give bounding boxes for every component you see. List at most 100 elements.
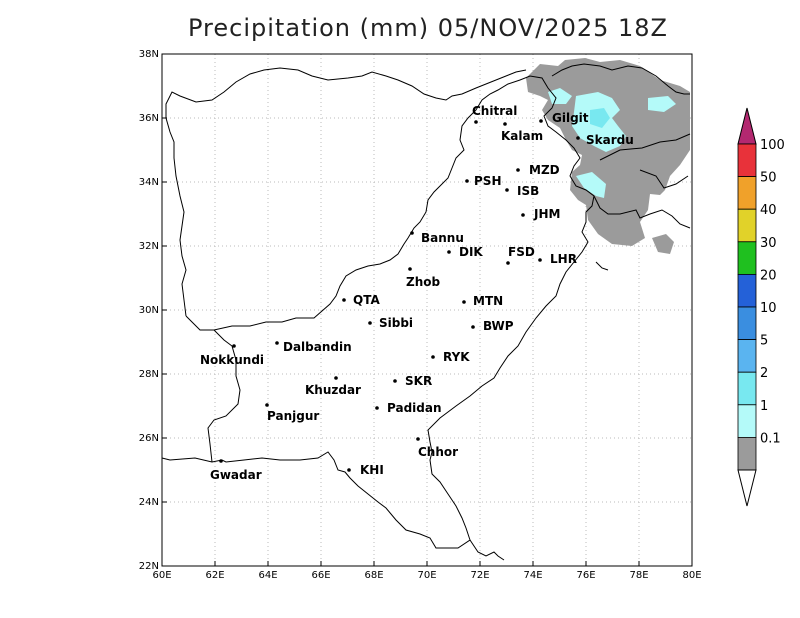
- city-dot: [334, 376, 338, 380]
- city-dot: [410, 231, 414, 235]
- city-dot: [368, 321, 372, 325]
- y-tick-label: 34N: [139, 177, 159, 188]
- y-tick-label: 28N: [139, 369, 159, 380]
- kashmir-line-2: [639, 169, 689, 189]
- city-label: Sibbi: [379, 316, 413, 330]
- city-label: Dalbandin: [283, 340, 352, 354]
- city-dot: [265, 403, 269, 407]
- city-label: LHR: [550, 252, 577, 266]
- city-label: QTA: [353, 293, 380, 307]
- y-tick-label: 36N: [139, 113, 159, 124]
- y-tick-label: 24N: [139, 497, 159, 508]
- y-tick-label: 26N: [139, 433, 159, 444]
- city-label: FSD: [508, 245, 535, 259]
- city-label: SKR: [405, 374, 432, 388]
- afghanistan-border: [165, 67, 527, 317]
- x-tick-label: 74E: [523, 570, 542, 581]
- colorbar-label: 50: [760, 171, 777, 186]
- city-label: Panjgur: [267, 409, 319, 423]
- colorbar-label: 5: [760, 334, 768, 349]
- city-dot: [342, 298, 346, 302]
- city-dot: [219, 459, 223, 463]
- city-dot: [506, 261, 510, 265]
- x-tick-label: 66E: [311, 570, 330, 581]
- china-border: [551, 63, 690, 95]
- city-label: Chitral: [472, 104, 517, 118]
- india-border: [593, 195, 691, 229]
- colorbar-box: [737, 371, 757, 406]
- city-dot: [503, 122, 507, 126]
- x-tick-label: 76E: [576, 570, 595, 581]
- city-dot: [393, 379, 397, 383]
- y-tick-label: 38N: [139, 49, 159, 60]
- colorbar-box: [737, 306, 757, 340]
- x-tick-label: 78E: [629, 570, 648, 581]
- city-dot: [474, 120, 478, 124]
- x-tick-label: 60E: [152, 570, 171, 581]
- lat-lon-grid: [162, 54, 692, 566]
- city-markers: Chitral Gilgit Kalam Skardu MZD PSH ISB JHM Bann…: [200, 104, 634, 482]
- city-dot: [465, 179, 469, 183]
- city-label: ISB: [517, 184, 539, 198]
- city-label: RYK: [443, 350, 470, 364]
- city-dot: [505, 188, 509, 192]
- colorbar: 100 50 40 30 20 10 5 2 1 0.1: [737, 107, 785, 507]
- map-title: Precipitation (mm) 05/NOV/2025 18Z: [188, 14, 668, 42]
- city-dot: [275, 341, 279, 345]
- colorbar-label: 40: [760, 203, 777, 218]
- colorbar-label: 1: [760, 399, 768, 414]
- city-dot: [538, 258, 542, 262]
- precip-shading: [526, 58, 690, 254]
- x-tick-label: 68E: [364, 570, 383, 581]
- boundaries: [161, 63, 691, 561]
- x-tick-label: 80E: [682, 570, 701, 581]
- city-label: Padidan: [387, 401, 442, 415]
- colorbar-box: [737, 176, 757, 210]
- colorbar-label: 100: [760, 138, 785, 153]
- pakistan-border: [161, 75, 595, 549]
- city-label: Bannu: [421, 231, 464, 245]
- colorbar-box: [737, 339, 757, 373]
- precip-area-cyan: [548, 88, 572, 104]
- colorbar-min-triangle: [737, 469, 757, 507]
- colorbar-label: 30: [760, 236, 777, 251]
- city-label: MTN: [473, 294, 503, 308]
- city-label: MZD: [529, 163, 560, 177]
- y-tick-label: 32N: [139, 241, 159, 252]
- city-dot: [462, 300, 466, 304]
- colorbar-box: [737, 436, 757, 471]
- colorbar-box: [737, 273, 757, 308]
- x-tick-label: 62E: [205, 570, 224, 581]
- city-dot: [431, 355, 435, 359]
- x-tick-label: 70E: [417, 570, 436, 581]
- city-dot: [516, 168, 520, 172]
- city-label: Kalam: [501, 129, 543, 143]
- city-label: Chhor: [418, 445, 458, 459]
- kashmir-line: [599, 133, 691, 161]
- city-dot: [347, 468, 351, 472]
- city-label: DIK: [459, 245, 483, 259]
- city-dot: [408, 267, 412, 271]
- precip-area-cyan-5: [590, 108, 610, 128]
- city-dot: [576, 136, 580, 140]
- city-label: PSH: [474, 174, 501, 188]
- city-dot: [416, 437, 420, 441]
- colorbar-label: 2: [760, 366, 768, 381]
- colorbar-label: 10: [760, 301, 777, 316]
- colorbar-label: 20: [760, 268, 777, 283]
- colorbar-max-triangle: [737, 107, 757, 145]
- city-label: Skardu: [586, 133, 634, 147]
- city-label: KHI: [360, 463, 384, 477]
- city-label: Nokkundi: [200, 353, 264, 367]
- city-dot: [447, 250, 451, 254]
- indo-gangetic: [595, 261, 609, 271]
- gulf-coast-india: [469, 539, 505, 561]
- iran-border: [207, 329, 241, 463]
- city-label: Gwadar: [210, 468, 262, 482]
- axes: 60E 62E 64E 66E 68E 70E 72E 74E 76E 78E 80E 22N 24N 2…: [139, 49, 702, 581]
- city-label: Khuzdar: [305, 383, 361, 397]
- colorbar-box: [737, 241, 757, 275]
- y-tick-label: 22N: [139, 561, 159, 572]
- precip-area-gray-2: [652, 234, 674, 254]
